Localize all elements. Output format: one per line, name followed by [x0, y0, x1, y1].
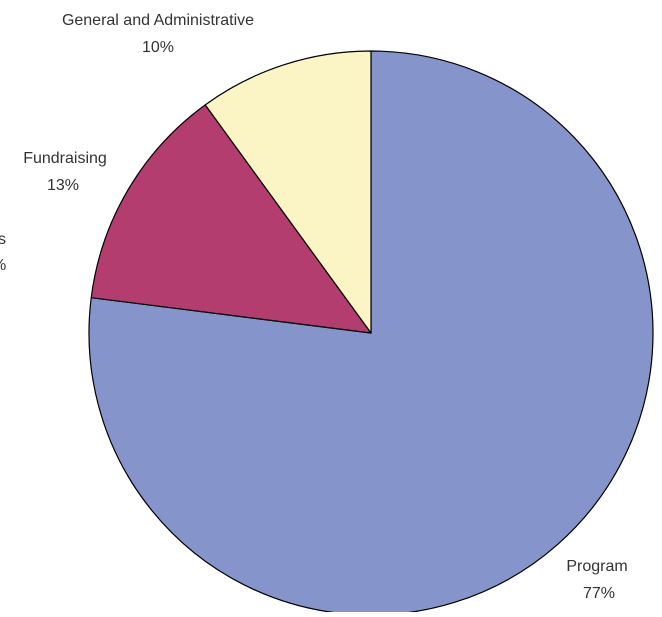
pie-slice-fundraising: [90, 104, 372, 334]
clipped-slice-label: s: [0, 231, 6, 248]
pie-slice-general-and-administrative: [204, 50, 372, 334]
slice-value-general-administrative: 10%: [142, 39, 174, 56]
pie-slices: [88, 50, 654, 616]
slice-label-program: Program: [566, 558, 627, 575]
clipped-slice-value: %: [0, 257, 6, 274]
slice-label-general-administrative: General and Administrative: [62, 12, 254, 29]
pie-labels: Program 77% Fundraising 13% General and …: [0, 12, 628, 602]
slice-value-program: 77%: [583, 585, 615, 602]
slice-label-fundraising: Fundraising: [23, 150, 107, 167]
slice-value-fundraising: 13%: [47, 177, 79, 194]
